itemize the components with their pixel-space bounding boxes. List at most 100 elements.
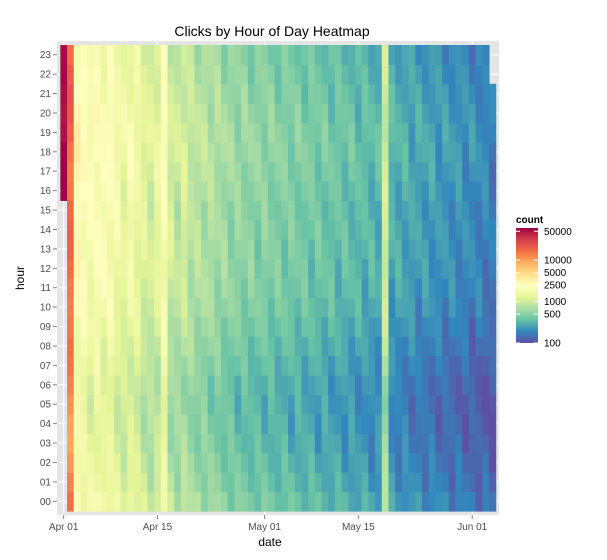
heatmap-cell xyxy=(448,161,457,182)
heatmap-cell xyxy=(435,278,443,299)
heatmap-cell xyxy=(442,491,450,512)
heatmap-cell xyxy=(488,83,497,104)
heatmap-cell xyxy=(147,316,155,337)
heatmap-cell xyxy=(455,45,463,66)
heatmap-cell xyxy=(214,316,222,337)
heatmap-cell xyxy=(113,278,122,299)
heatmap-cell xyxy=(67,316,75,337)
heatmap-cell xyxy=(87,316,95,337)
heatmap-cell xyxy=(274,142,282,163)
heatmap-cell xyxy=(395,491,403,512)
heatmap-cell xyxy=(361,180,370,201)
heatmap-cell xyxy=(294,142,303,163)
heatmap-cell xyxy=(462,452,470,473)
heatmap-cell xyxy=(401,103,410,124)
heatmap-cell xyxy=(348,297,356,318)
heatmap-cell xyxy=(328,375,336,396)
heatmap-cell xyxy=(227,200,236,221)
heatmap-cell xyxy=(160,45,169,66)
heatmap-cell xyxy=(475,491,483,512)
heatmap-cell xyxy=(241,219,249,240)
heatmap-cell xyxy=(361,103,370,124)
heatmap-cell xyxy=(107,375,115,396)
heatmap-cell xyxy=(361,200,370,221)
heatmap-cell xyxy=(482,452,490,473)
heatmap-cell xyxy=(381,452,390,473)
heatmap-cell xyxy=(221,219,229,240)
heatmap-cell xyxy=(448,142,457,163)
heatmap-cell xyxy=(355,239,363,260)
heatmap-cell xyxy=(314,375,323,396)
heatmap-cell xyxy=(442,64,450,85)
heatmap-cell xyxy=(468,394,477,415)
heatmap-cell xyxy=(435,336,443,357)
heatmap-cell xyxy=(328,219,336,240)
heatmap-cell xyxy=(127,375,135,396)
heatmap-cell xyxy=(328,278,336,299)
heatmap-cell xyxy=(120,180,128,201)
heatmap-cell xyxy=(154,219,162,240)
heatmap-cell xyxy=(134,258,142,279)
heatmap-cell xyxy=(388,452,396,473)
heatmap-cell xyxy=(120,161,128,182)
heatmap-cell xyxy=(107,83,115,104)
heatmap-cell xyxy=(334,394,343,415)
heatmap-cell xyxy=(261,375,269,396)
heatmap-cell xyxy=(187,180,195,201)
heatmap-cell xyxy=(455,122,463,143)
heatmap-cell xyxy=(194,472,202,493)
heatmap-cell xyxy=(381,433,390,454)
heatmap-cell xyxy=(368,83,376,104)
heatmap-cell xyxy=(375,394,383,415)
heatmap-cell xyxy=(294,180,303,201)
heatmap-cell xyxy=(67,64,75,85)
heatmap-cell xyxy=(328,336,336,357)
heatmap-cell xyxy=(187,394,195,415)
heatmap-cell xyxy=(107,491,115,512)
heatmap-cell xyxy=(294,239,303,260)
heatmap-cell xyxy=(448,491,457,512)
heatmap-cell xyxy=(67,433,75,454)
heatmap-cell xyxy=(214,472,222,493)
heatmap-cell xyxy=(281,394,289,415)
heatmap-cell xyxy=(194,103,202,124)
heatmap-cell xyxy=(200,219,209,240)
heatmap-cell xyxy=(368,472,376,493)
heatmap-cell xyxy=(368,122,376,143)
y-tick-label: 17 xyxy=(40,167,52,178)
heatmap-cell xyxy=(355,219,363,240)
heatmap-cell xyxy=(455,433,463,454)
heatmap-cell xyxy=(227,258,236,279)
heatmap-cell xyxy=(227,64,236,85)
heatmap-cell xyxy=(288,297,296,318)
heatmap-cell xyxy=(428,491,436,512)
heatmap-cell xyxy=(388,200,396,221)
heatmap-cell xyxy=(395,122,403,143)
heatmap-cell xyxy=(113,64,122,85)
heatmap-cell xyxy=(488,491,497,512)
heatmap-cell xyxy=(428,452,436,473)
heatmap-cell xyxy=(288,452,296,473)
heatmap-cell xyxy=(421,142,430,163)
heatmap-cell xyxy=(261,64,269,85)
heatmap-cell xyxy=(80,472,88,493)
heatmap-cell xyxy=(388,239,396,260)
heatmap-cell xyxy=(134,413,142,434)
heatmap-cell xyxy=(348,394,356,415)
heatmap-cell xyxy=(93,394,102,415)
heatmap-cell xyxy=(87,336,95,357)
heatmap-cell xyxy=(301,142,309,163)
heatmap-cell xyxy=(267,297,276,318)
heatmap-cell xyxy=(154,452,162,473)
heatmap-cell xyxy=(308,375,316,396)
y-tick-label: 15 xyxy=(40,206,52,217)
heatmap-cell xyxy=(160,394,169,415)
heatmap-cell xyxy=(428,219,436,240)
heatmap-cell xyxy=(194,200,202,221)
heatmap-cell xyxy=(261,103,269,124)
heatmap-cell xyxy=(381,219,390,240)
heatmap-cell xyxy=(127,64,135,85)
heatmap-cell xyxy=(227,355,236,376)
heatmap-cell xyxy=(448,219,457,240)
heatmap-cell xyxy=(207,161,215,182)
